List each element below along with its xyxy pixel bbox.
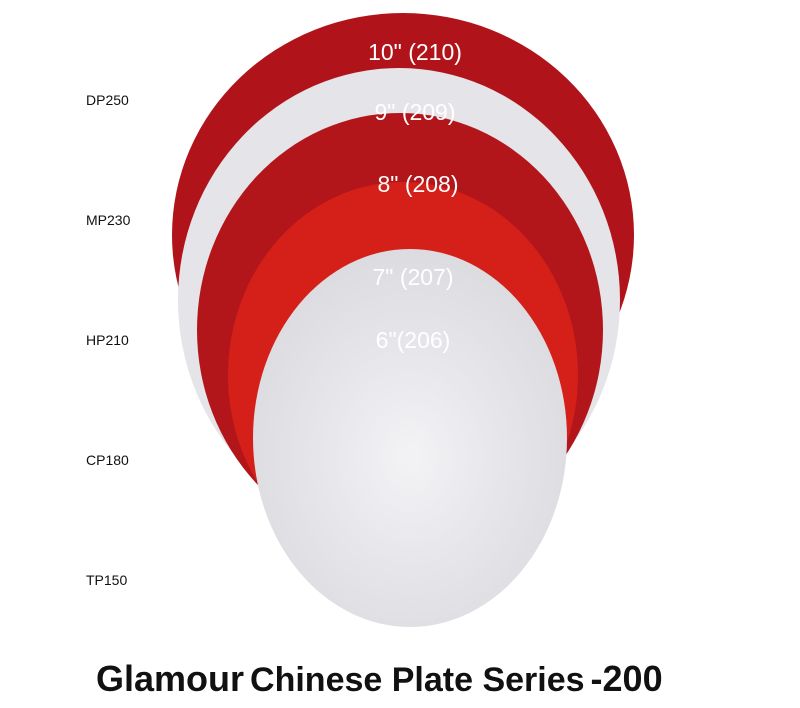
product-title: Glamour Chinese Plate Series -200 xyxy=(96,658,663,700)
plate-6-inch xyxy=(253,249,567,627)
plate-6-label: 6"(206) xyxy=(376,327,451,353)
plate-8-label: 8" (208) xyxy=(377,171,458,197)
plate-9-label: 9" (209) xyxy=(374,99,455,125)
title-name: Chinese Plate Series xyxy=(250,661,585,699)
product-code-tp150: TP150 xyxy=(86,572,128,588)
product-code-hp210: HP210 xyxy=(86,332,129,348)
product-code-cp180: CP180 xyxy=(86,452,129,468)
product-code-mp230: MP230 xyxy=(86,212,131,228)
title-number: -200 xyxy=(590,658,663,699)
title-brand: Glamour xyxy=(96,658,245,699)
plate-10-label: 10" (210) xyxy=(368,39,462,65)
product-code-dp250: DP250 xyxy=(86,92,129,108)
plate-7-label: 7" (207) xyxy=(372,264,453,290)
